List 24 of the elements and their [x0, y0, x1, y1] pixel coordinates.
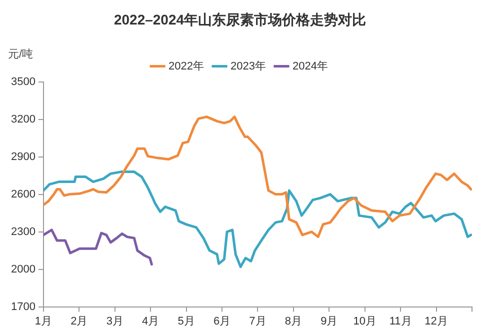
y-axis-title: 元/吨 [8, 47, 34, 60]
y-tick-label: 3200 [10, 113, 36, 126]
y-tick-label: 2000 [10, 263, 36, 276]
legend-label: 2024年 [292, 60, 328, 72]
x-tick-label: 6月 [213, 315, 231, 328]
x-tick-label: 5月 [178, 315, 195, 328]
x-tick-label: 11月 [389, 315, 412, 328]
y-tick-label: 2600 [10, 188, 36, 200]
x-tick-label: 3月 [106, 315, 124, 328]
y-tick-label: 2300 [10, 226, 36, 238]
x-tick-label: 8月 [284, 315, 302, 328]
x-tick-label: 4月 [142, 315, 160, 328]
x-tick-label: 1月 [34, 315, 52, 328]
y-tick-label: 2900 [10, 150, 36, 163]
x-tick-label: 10月 [353, 315, 376, 328]
x-tick-label: 7月 [249, 315, 266, 328]
legend-label: 2023年 [230, 60, 266, 72]
y-tick-label: 3500 [10, 76, 36, 88]
x-tick-label: 12月 [424, 315, 448, 328]
chart-title: 2022–2024年山东尿素市场价格走势对比 [114, 11, 366, 28]
x-tick-label: 2月 [70, 315, 88, 328]
y-tick-label: 1700 [10, 300, 36, 313]
legend-label: 2022年 [168, 60, 204, 72]
x-tick-label: 9月 [320, 315, 338, 328]
